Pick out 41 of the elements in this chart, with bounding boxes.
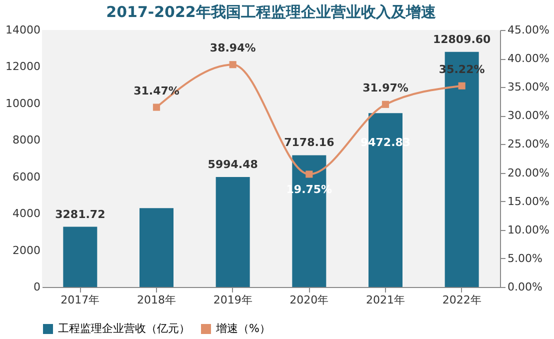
point: [382, 100, 390, 108]
y2-tick-label: 35.00%: [508, 80, 550, 94]
y2-tick-label: 0.00%: [508, 280, 542, 294]
data-label: 7178.16: [284, 136, 335, 150]
y2-tick-label: 15.00%: [508, 194, 550, 208]
point: [152, 104, 160, 111]
point: [306, 170, 313, 178]
x-tick-label: 2017年: [60, 294, 100, 306]
y2-tick-label: 20.00%: [508, 166, 550, 180]
y2-tick-label: 25.00%: [508, 138, 550, 151]
bar: [216, 176, 250, 287]
data-label: 3281.72: [55, 208, 106, 221]
x-tick-label: 2018年: [137, 294, 176, 306]
y2-tick-label: 40.00%: [508, 52, 550, 66]
y2-tick-label: 45.00%: [508, 24, 550, 36]
chart-title: 2017-2022年我国工程监理企业营业收入及增速: [106, 3, 437, 21]
y-tick-label: 10000: [6, 96, 40, 110]
point: [458, 82, 466, 90]
x-tick-label: 2022年: [442, 294, 482, 306]
x-tick-label: 2019年: [213, 294, 252, 306]
x-tick-label: 2020年: [290, 294, 329, 306]
data-label: 12809.60: [432, 32, 492, 46]
bar: [140, 208, 174, 287]
y2-tick-label: 30.00%: [508, 109, 550, 122]
data-label: 31.97%: [362, 81, 408, 94]
legend-label: 增速（%）: [215, 322, 270, 335]
y-tick-label: 4000: [12, 207, 40, 220]
data-label: 5994.48: [208, 158, 258, 171]
y-tick-label: 2000: [12, 244, 40, 257]
data-label: 38.94%: [210, 42, 256, 55]
y-tick-label: 6000: [12, 170, 40, 184]
x-tick-label: 2021年: [366, 294, 405, 306]
y-tick-label: 12000: [6, 60, 40, 74]
point: [229, 61, 236, 68]
y2-tick-label: 10.00%: [508, 223, 550, 236]
y-tick-label: 0: [34, 280, 40, 294]
y2-tick-label: 5.00%: [508, 252, 542, 265]
legend-label: 工程监理企业营收（亿元）: [58, 322, 190, 335]
y-tick-label: 8000: [12, 134, 40, 147]
y-tick-label: 14000: [6, 24, 40, 36]
bar: [63, 226, 98, 287]
